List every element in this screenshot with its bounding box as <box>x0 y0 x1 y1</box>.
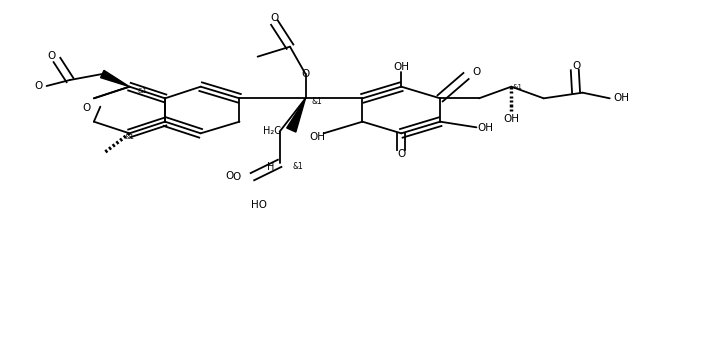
Text: OH: OH <box>613 93 629 103</box>
Polygon shape <box>100 70 130 87</box>
Text: H₂C: H₂C <box>263 126 281 136</box>
Polygon shape <box>287 98 305 132</box>
Text: O: O <box>233 172 241 182</box>
Text: OH: OH <box>503 114 519 124</box>
Text: O: O <box>572 61 580 71</box>
Text: O: O <box>35 81 43 91</box>
Text: HO: HO <box>251 200 267 210</box>
Text: O: O <box>397 149 405 159</box>
Text: O: O <box>48 51 56 61</box>
Text: &1: &1 <box>513 84 523 90</box>
Text: OH: OH <box>309 132 325 142</box>
Text: O: O <box>82 103 90 113</box>
Text: O: O <box>472 67 481 77</box>
Text: O: O <box>271 13 278 23</box>
Text: OH: OH <box>478 123 493 133</box>
Text: O: O <box>225 171 234 181</box>
Text: O: O <box>301 69 310 79</box>
Text: &1: &1 <box>293 162 303 171</box>
Text: H: H <box>267 162 274 172</box>
Text: &1: &1 <box>312 97 323 106</box>
Text: OH: OH <box>393 62 409 72</box>
Text: &1: &1 <box>125 134 135 140</box>
Text: &1: &1 <box>137 88 147 94</box>
